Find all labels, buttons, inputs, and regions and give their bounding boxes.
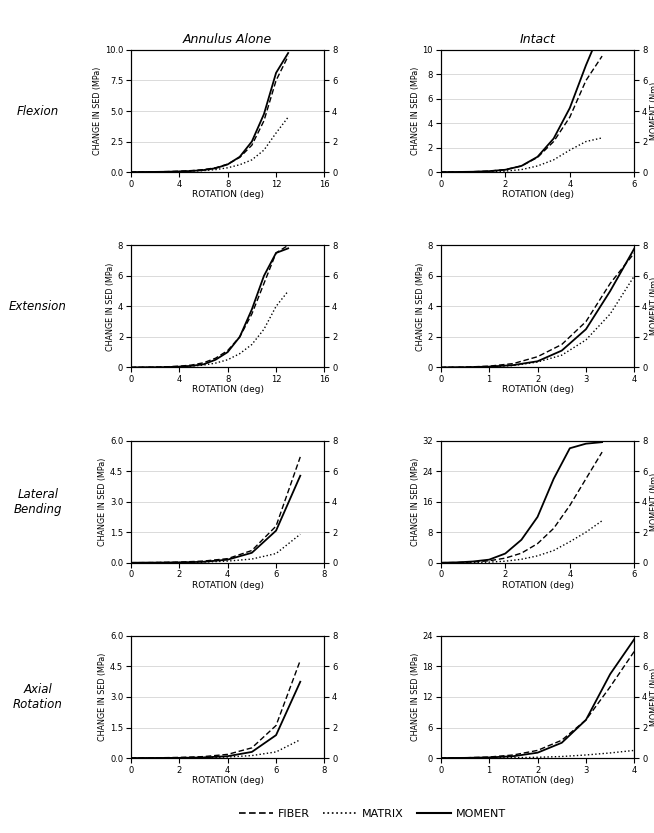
- Title: Intact: Intact: [519, 33, 555, 46]
- Y-axis label: CHANGE IN SED (MPa): CHANGE IN SED (MPa): [411, 67, 420, 155]
- X-axis label: ROTATION (deg): ROTATION (deg): [192, 581, 264, 590]
- X-axis label: ROTATION (deg): ROTATION (deg): [502, 190, 574, 199]
- X-axis label: ROTATION (deg): ROTATION (deg): [192, 386, 264, 394]
- Y-axis label: CHANGE IN SED (MPa): CHANGE IN SED (MPa): [411, 457, 420, 546]
- Y-axis label: MOMENT (Nm): MOMENT (Nm): [650, 82, 654, 140]
- Y-axis label: MOMENT (Nm): MOMENT (Nm): [650, 277, 654, 336]
- Y-axis label: CHANGE IN SED (MPa): CHANGE IN SED (MPa): [416, 262, 425, 351]
- Y-axis label: CHANGE IN SED (MPa): CHANGE IN SED (MPa): [411, 653, 420, 741]
- X-axis label: ROTATION (deg): ROTATION (deg): [192, 190, 264, 199]
- Y-axis label: CHANGE IN SED (MPa): CHANGE IN SED (MPa): [98, 653, 107, 741]
- Text: Lateral
Bending: Lateral Bending: [14, 487, 62, 516]
- Y-axis label: CHANGE IN SED (MPa): CHANGE IN SED (MPa): [93, 67, 102, 155]
- Y-axis label: MOMENT (Nm): MOMENT (Nm): [650, 472, 654, 531]
- X-axis label: ROTATION (deg): ROTATION (deg): [192, 776, 264, 785]
- X-axis label: ROTATION (deg): ROTATION (deg): [502, 386, 574, 394]
- Legend: FIBER, MATRIX, MOMENT: FIBER, MATRIX, MOMENT: [235, 805, 511, 823]
- X-axis label: ROTATION (deg): ROTATION (deg): [502, 581, 574, 590]
- X-axis label: ROTATION (deg): ROTATION (deg): [502, 776, 574, 785]
- Y-axis label: CHANGE IN SED (MPa): CHANGE IN SED (MPa): [98, 457, 107, 546]
- Text: Axial
Rotation: Axial Rotation: [13, 683, 63, 711]
- Text: Flexion: Flexion: [17, 104, 59, 117]
- Title: Annulus Alone: Annulus Alone: [183, 33, 272, 46]
- Text: Extension: Extension: [9, 300, 67, 313]
- Y-axis label: MOMENT (Nm): MOMENT (Nm): [650, 668, 654, 726]
- Y-axis label: CHANGE IN SED (MPa): CHANGE IN SED (MPa): [106, 262, 115, 351]
